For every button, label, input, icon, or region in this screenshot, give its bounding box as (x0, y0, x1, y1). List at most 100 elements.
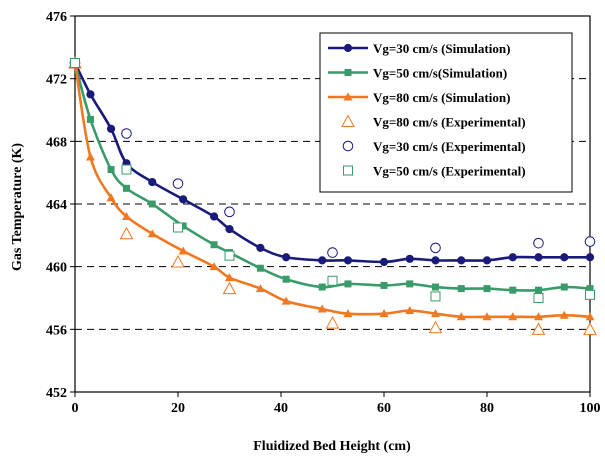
legend-marker (343, 43, 353, 53)
x-tick-label: 0 (72, 401, 79, 416)
y-tick-label: 460 (46, 261, 67, 276)
data-point (327, 247, 338, 258)
axes (70, 15, 591, 397)
series-1 (70, 58, 595, 267)
legend-label: Vg=80 cm/s (Experimental) (373, 115, 526, 130)
data-point (179, 195, 188, 204)
y-tick-label: 464 (46, 198, 67, 213)
data-point (405, 254, 414, 263)
legend-label: Vg=80 cm/s (Simulation) (373, 90, 510, 105)
legend: Vg=30 cm/s (Simulation) Vg=50 cm/s(Simula… (319, 32, 573, 193)
data-point (178, 246, 188, 255)
data-point (379, 309, 389, 318)
x-tick-label: 80 (480, 401, 494, 416)
data-point (327, 275, 338, 286)
data-point (209, 212, 219, 221)
tick-labels: 0 20 40 60 80 100 452 456 460 464 468 472 476 (46, 10, 601, 416)
data-point (457, 285, 465, 293)
legend-marker (341, 114, 355, 127)
data-point (585, 253, 595, 262)
series-layer (68, 55, 597, 335)
data-point (431, 256, 440, 265)
data-point (560, 253, 569, 262)
legend-label: Vg=30 cm/s (Simulation) (373, 41, 510, 56)
data-point (172, 178, 184, 189)
data-point (171, 254, 185, 268)
y-tick-label: 468 (46, 135, 67, 150)
y-tick-label: 472 (46, 73, 67, 88)
data-point (255, 284, 265, 293)
data-point (282, 275, 290, 283)
data-point (121, 164, 132, 175)
data-point (121, 128, 132, 139)
legend-entry: Vg=30 cm/s (Experimental) (342, 139, 526, 154)
data-point (210, 241, 218, 249)
data-point (482, 312, 492, 321)
data-point (343, 309, 353, 318)
data-point (224, 206, 235, 218)
legend-label: Vg=50 cm/s(Simulation) (373, 66, 507, 81)
data-point (585, 289, 595, 300)
data-point (86, 90, 95, 99)
x-tick-label: 60 (377, 401, 391, 416)
legend-marker (342, 140, 354, 152)
data-point (119, 226, 134, 240)
x-tick-label: 40 (274, 401, 288, 416)
data-point (482, 256, 492, 265)
data-point (106, 193, 116, 202)
x-axis-title: Fluidized Bed Height (cm) (253, 439, 411, 454)
data-point (318, 283, 326, 291)
data-point (535, 286, 542, 294)
data-point (430, 291, 441, 302)
data-point (282, 253, 291, 262)
data-point (406, 280, 414, 288)
y-tick-label: 476 (46, 10, 67, 25)
data-point (209, 262, 219, 271)
data-point (225, 224, 234, 234)
data-point (428, 320, 443, 334)
legend-marker (344, 69, 352, 76)
data-point (107, 166, 115, 174)
data-point (456, 312, 466, 321)
data-point (430, 242, 441, 254)
data-point (509, 286, 517, 294)
data-point (70, 58, 80, 68)
series-6 (70, 58, 595, 303)
data-point (86, 115, 94, 123)
data-point (222, 281, 237, 295)
legend-entry: Vg=80 cm/s (Simulation) (328, 90, 510, 105)
legend-label: Vg=50 cm/s (Experimental) (373, 164, 526, 179)
data-point (224, 250, 235, 261)
data-point (584, 236, 596, 247)
data-point (344, 280, 352, 288)
data-point (318, 256, 327, 265)
legend-marker (343, 92, 353, 101)
data-point (147, 229, 157, 238)
data-point (533, 237, 544, 249)
data-point (508, 312, 518, 321)
data-point (534, 253, 543, 262)
data-point (256, 243, 265, 252)
data-point (380, 281, 388, 289)
data-point (560, 283, 568, 291)
data-point (457, 256, 466, 265)
data-point (534, 312, 543, 321)
data-point (343, 256, 353, 265)
data-point (431, 309, 440, 318)
data-point (585, 312, 595, 321)
x-tick-label: 100 (580, 401, 601, 416)
data-point (123, 184, 130, 192)
data-point (325, 316, 340, 329)
data-point (405, 306, 415, 315)
data-point (225, 273, 234, 282)
data-point (148, 177, 157, 187)
legend-entry: Vg=80 cm/s (Experimental) (341, 114, 526, 130)
data-point (508, 253, 517, 262)
data-point (122, 212, 131, 221)
legend-entry: Vg=30 cm/s (Simulation) (328, 41, 510, 56)
data-point (583, 322, 597, 335)
data-point (586, 285, 594, 293)
legend-marker (343, 165, 353, 176)
data-point (256, 264, 264, 272)
